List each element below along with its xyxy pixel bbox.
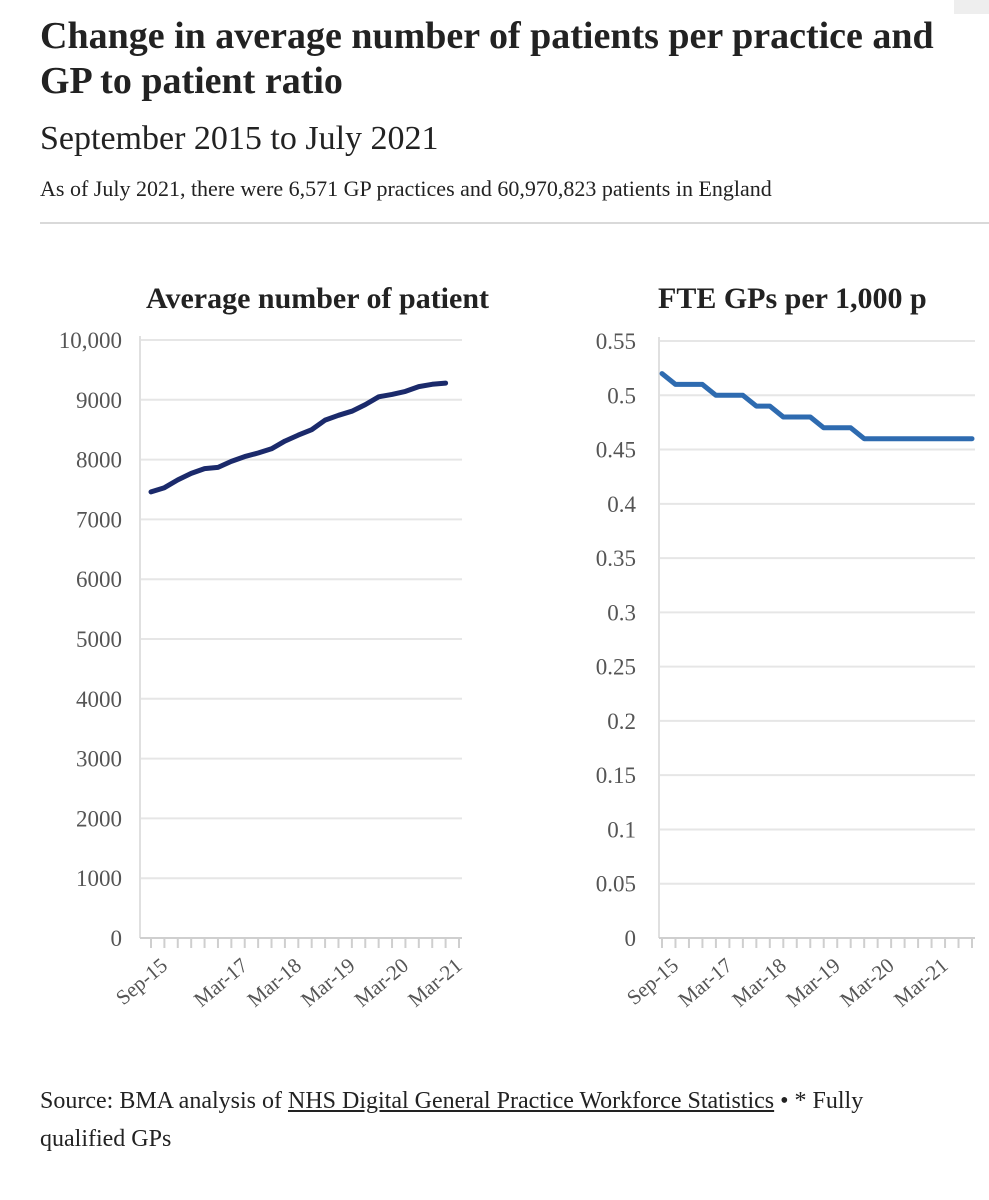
data-point [403, 389, 407, 393]
corner-decoration [954, 0, 989, 14]
footnote: • * Fully qualified GPs [40, 1088, 864, 1152]
data-point [849, 426, 853, 430]
y-tick-label: 0.5 [607, 383, 636, 408]
y-tick-label: 8000 [76, 448, 122, 473]
y-tick-label: 0.05 [596, 872, 636, 897]
data-point [162, 486, 166, 490]
data-point [781, 415, 785, 419]
x-tick-label: Mar-17 [189, 953, 252, 1012]
data-point [377, 395, 381, 399]
data-point [970, 437, 974, 441]
data-point [930, 437, 934, 441]
source-prefix: Source: BMA analysis of [40, 1088, 288, 1114]
data-point [216, 465, 220, 469]
data-point [256, 451, 260, 455]
x-tick-label: Mar-19 [296, 953, 359, 1012]
data-point [336, 413, 340, 417]
y-tick-label: 0.4 [607, 492, 636, 517]
data-point [444, 381, 448, 385]
data-point [876, 437, 880, 441]
data-point [310, 428, 314, 432]
y-tick-label: 0.15 [596, 763, 636, 788]
y-tick-label: 0 [625, 926, 637, 951]
chart-title: FTE GPs per 1,000 p [658, 282, 927, 315]
data-point [176, 478, 180, 482]
y-tick-label: 0.45 [596, 438, 636, 463]
data-point [822, 426, 826, 430]
y-tick-label: 0.25 [596, 655, 636, 680]
x-tick-label: Sep-15 [622, 953, 683, 1010]
data-point [808, 415, 812, 419]
data-point [795, 415, 799, 419]
data-point [296, 433, 300, 437]
y-tick-label: 10,000 [59, 328, 122, 353]
data-point [363, 403, 367, 407]
line-chart: 0 1000 2000 3000 4000 5000 6000 7000 8000 9000 10,… [59, 328, 467, 1012]
data-point [714, 393, 718, 397]
data-point [149, 490, 153, 494]
x-tick-label: Mar-18 [243, 953, 306, 1012]
data-point [243, 455, 247, 459]
data-point [270, 447, 274, 451]
data-point [189, 471, 193, 475]
y-tick-label: 1000 [76, 866, 122, 891]
data-point [660, 372, 664, 376]
summary-note: As of July 2021, there were 6,571 GP pra… [40, 176, 772, 201]
y-tick-label: 0.2 [607, 709, 636, 734]
y-tick-label: 3000 [76, 747, 122, 772]
source-link[interactable]: NHS Digital General Practice Workforce S… [287, 1088, 775, 1114]
x-tick-label: Mar-18 [727, 953, 790, 1012]
y-tick-label: 2000 [76, 806, 122, 831]
data-point [943, 437, 947, 441]
patients-per-practice-chart: Average number of patient 0 1000 2000 3000 4… [0, 270, 565, 1070]
chart-title: Average number of patient [146, 282, 490, 315]
line-chart: 0 0.05 0.1 0.15 0.2 0.25 0.3 0.35 0.4 0.45 0.5 0.55… [596, 329, 975, 1012]
data-point [203, 467, 207, 471]
data-point [741, 393, 745, 397]
y-tick-label: 5000 [76, 627, 122, 652]
y-tick-label: 4000 [76, 687, 122, 712]
page-title: Change in average number of patients per… [40, 15, 934, 102]
x-tick-label: Mar-19 [781, 953, 844, 1012]
gps-per-1000-chart: FTE GPs per 1,000 p 0 0.05 0.1 0.15 0.2 0.25 0… [565, 270, 989, 1070]
x-tick-label: Mar-17 [674, 953, 737, 1012]
y-tick-label: 0.35 [596, 546, 636, 571]
y-tick-label: 0.1 [607, 817, 636, 842]
data-point [390, 392, 394, 396]
y-tick-label: 0 [111, 926, 123, 951]
x-tick-label: Sep-15 [111, 953, 172, 1010]
y-tick-label: 0.55 [596, 329, 636, 354]
header-divider [40, 222, 989, 224]
series-line [659, 371, 975, 442]
data-point [889, 437, 893, 441]
data-point [862, 437, 866, 441]
x-tick-label: Mar-21 [403, 953, 466, 1012]
x-tick-label: Mar-20 [835, 953, 898, 1012]
x-tick-label: Mar-20 [350, 953, 413, 1012]
y-tick-label: 0.3 [607, 600, 636, 625]
data-point [903, 437, 907, 441]
data-point [768, 404, 772, 408]
page-subtitle: September 2015 to July 2021 [40, 120, 439, 157]
data-point [916, 437, 920, 441]
data-point [350, 409, 354, 413]
data-point [754, 404, 758, 408]
data-point [229, 459, 233, 463]
data-point [283, 439, 287, 443]
y-tick-label: 6000 [76, 567, 122, 592]
data-point [835, 426, 839, 430]
x-tick-label: Mar-21 [889, 953, 952, 1012]
data-point [673, 382, 677, 386]
data-point [957, 437, 961, 441]
data-point [727, 393, 731, 397]
data-point [700, 382, 704, 386]
y-tick-label: 9000 [76, 388, 122, 413]
data-point [430, 382, 434, 386]
data-point [417, 385, 421, 389]
y-tick-label: 7000 [76, 507, 122, 532]
data-point [323, 418, 327, 422]
data-point [687, 382, 691, 386]
source-footer: Source: BMA analysis of NHS Digital Gene… [40, 1082, 940, 1158]
